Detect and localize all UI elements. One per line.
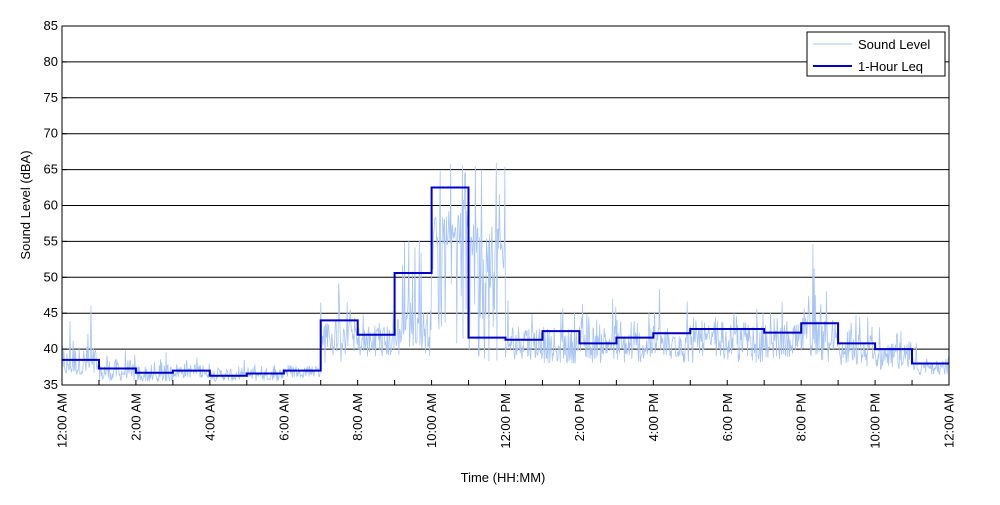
x-tick-label: 12:00 PM <box>498 393 513 449</box>
x-axis-title: Time (HH:MM) <box>461 470 546 485</box>
y-tick-label: 40 <box>44 341 58 356</box>
y-tick-label: 60 <box>44 198 58 213</box>
x-tick-label: 6:00 PM <box>720 393 735 441</box>
x-tick-labels: 12:00 AM 2:00 AM 4:00 AM 6:00 AM 8:00 AM 10:0… <box>55 393 957 449</box>
x-tick-label: 4:00 PM <box>646 393 661 441</box>
y-axis-title: Sound Level (dBA) <box>18 150 33 259</box>
legend: Sound Level 1-Hour Leq <box>806 31 946 77</box>
y-tick-label: 50 <box>44 269 58 284</box>
y-tick-label: 55 <box>44 233 58 248</box>
y-tick-label: 45 <box>44 305 58 320</box>
x-tick-label: 4:00 AM <box>202 393 217 441</box>
leq-step-line <box>62 186 949 377</box>
axis-ticks <box>61 25 950 386</box>
x-tick-label: 2:00 PM <box>572 393 587 441</box>
x-tick-label: 12:00 AM <box>55 393 70 448</box>
legend-sound-level-label: Sound Level <box>858 37 930 52</box>
y-tick-label: 70 <box>44 126 58 141</box>
x-tick-label: 6:00 AM <box>276 393 291 441</box>
x-tick-label: 10:00 PM <box>868 393 883 449</box>
legend-box <box>806 31 946 77</box>
y-tick-label: 75 <box>44 90 58 105</box>
y-tick-label: 85 <box>44 18 58 33</box>
x-tick-label: 8:00 PM <box>794 393 809 441</box>
x-tick-label: 10:00 AM <box>424 393 439 448</box>
y-tick-labels: 35 40 45 50 55 60 65 70 75 80 85 <box>44 18 58 392</box>
y-tick-label: 65 <box>44 162 58 177</box>
legend-leq-label: 1-Hour Leq <box>858 59 923 74</box>
x-tick-label: 12:00 AM <box>942 393 957 448</box>
y-tick-label: 80 <box>44 54 58 69</box>
x-tick-label: 8:00 AM <box>350 393 365 441</box>
x-tick-label: 2:00 AM <box>128 393 143 441</box>
leq-series <box>62 186 949 377</box>
y-tick-label: 35 <box>44 377 58 392</box>
